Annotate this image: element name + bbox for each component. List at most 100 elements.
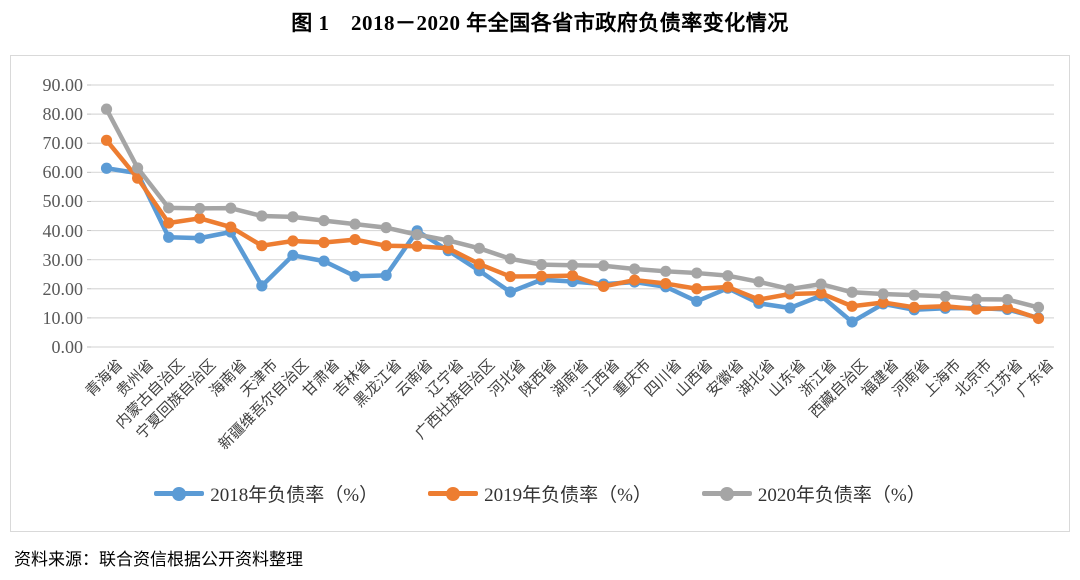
legend-line-marker-icon — [154, 486, 205, 501]
data-point — [100, 103, 113, 115]
data-point — [256, 280, 268, 292]
data-point — [660, 265, 672, 277]
data-point — [566, 259, 579, 271]
data-point — [256, 240, 268, 252]
data-point — [846, 300, 858, 312]
data-point — [504, 270, 516, 283]
data-point — [473, 258, 485, 270]
data-point — [442, 234, 454, 247]
data-point — [815, 278, 827, 290]
data-point — [846, 316, 858, 328]
legend-line-marker-icon — [428, 486, 479, 501]
chart-area: 90.00 80.00 70.00 60.00 50.00 40.00 30.00 20.00… — [10, 55, 1070, 532]
data-point — [1001, 293, 1014, 306]
data-point — [535, 259, 548, 271]
data-point — [784, 283, 796, 295]
legend-label: 2019年负债率（%） — [484, 485, 652, 506]
data-point — [629, 274, 641, 286]
legend-item: 2019年负债率（%） — [428, 480, 652, 507]
data-point — [939, 290, 951, 302]
data-point — [691, 295, 703, 307]
data-point — [660, 277, 672, 290]
legend-label: 2018年负债率（%） — [210, 485, 379, 506]
data-point — [722, 270, 734, 282]
plot-svg — [87, 84, 1054, 348]
data-point — [225, 202, 237, 214]
data-point — [318, 236, 330, 249]
source-note: 资料来源：联合资信根据公开资料整理 — [14, 550, 303, 569]
y-axis-label: 10.00 — [42, 307, 84, 328]
data-point — [970, 303, 982, 315]
data-point — [349, 270, 361, 282]
data-point — [349, 233, 361, 246]
data-point — [1032, 301, 1045, 314]
legend-dot-icon — [172, 486, 187, 501]
data-point — [194, 202, 206, 215]
data-point — [131, 172, 144, 184]
data-point — [380, 240, 392, 252]
y-axis-label: 0.00 — [51, 337, 84, 357]
legend-item: 2018年负债率（%） — [154, 480, 378, 507]
data-point — [411, 229, 423, 241]
data-point — [815, 287, 827, 299]
data-point — [194, 232, 206, 244]
data-point — [287, 249, 299, 261]
series-line-0 — [104, 166, 1041, 325]
data-point — [411, 240, 423, 252]
data-point — [318, 215, 330, 227]
data-point — [597, 280, 610, 293]
data-point — [225, 221, 237, 233]
legend-dot-icon — [446, 486, 461, 501]
y-axis-label: 40.00 — [42, 220, 84, 241]
legend-label: 2020年负债率（%） — [757, 485, 926, 506]
data-point — [877, 296, 889, 309]
data-point — [442, 242, 454, 254]
data-point — [100, 162, 113, 174]
data-point — [131, 162, 144, 174]
y-axis-label: 30.00 — [42, 249, 84, 270]
data-point — [535, 270, 548, 282]
data-point — [349, 218, 361, 230]
data-point — [380, 269, 392, 281]
data-point — [100, 134, 113, 146]
y-axis-label: 90.00 — [42, 75, 84, 95]
data-point — [691, 267, 703, 279]
data-point — [939, 300, 951, 312]
legend: 2018年负债率（%） 2019年负债率（%） 2020年负债率（%） — [11, 480, 1069, 507]
data-point — [691, 283, 703, 295]
data-point — [318, 255, 330, 267]
data-point — [287, 211, 299, 223]
legend-line-marker-icon — [701, 486, 752, 501]
figure-title: 图 1 2018－2020 年全国各省市政府负债率变化情况 — [291, 11, 789, 35]
data-point — [784, 302, 796, 314]
data-point — [163, 231, 175, 243]
legend-item: 2020年负债率（%） — [701, 480, 926, 507]
y-axis-label: 50.00 — [42, 191, 84, 212]
data-point — [163, 202, 175, 214]
data-point — [473, 242, 485, 254]
data-point — [1001, 302, 1014, 314]
data-point — [908, 289, 920, 301]
data-point — [287, 235, 299, 247]
series-line-1 — [104, 138, 1041, 321]
data-point — [1032, 312, 1045, 325]
legend-dot-icon — [719, 486, 734, 501]
data-point — [256, 210, 268, 222]
data-point — [194, 212, 206, 224]
y-axis-label: 70.00 — [42, 133, 84, 154]
data-point — [629, 263, 641, 275]
data-point — [380, 222, 392, 234]
data-point — [504, 253, 516, 265]
y-axis-label: 60.00 — [42, 162, 84, 183]
data-point — [566, 270, 579, 282]
data-point — [163, 217, 175, 229]
y-axis-label: 20.00 — [42, 278, 84, 299]
data-point — [877, 288, 889, 300]
data-point — [722, 281, 734, 293]
data-point — [504, 286, 516, 298]
data-point — [753, 293, 765, 306]
data-point — [908, 301, 920, 314]
data-point — [753, 276, 765, 288]
y-axis-label: 80.00 — [42, 104, 84, 125]
